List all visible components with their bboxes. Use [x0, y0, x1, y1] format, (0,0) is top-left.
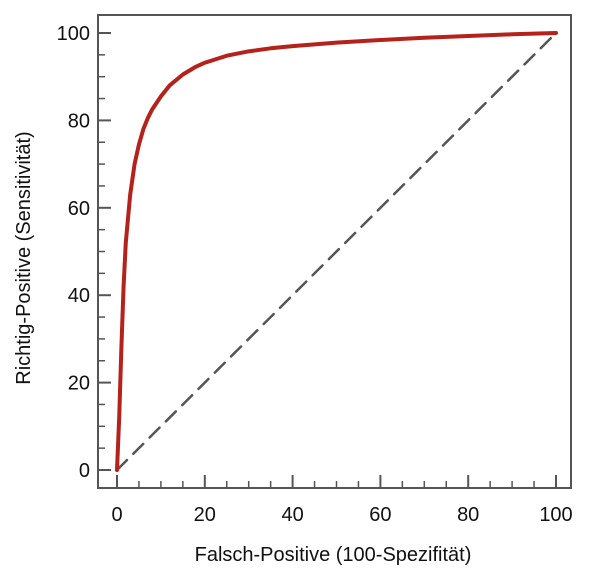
y-tick-label: 60: [68, 198, 90, 220]
x-tick-label: 60: [369, 504, 391, 526]
series-layer: [115, 31, 558, 472]
minor-ticks: [98, 54, 535, 488]
x-tick-label: 80: [457, 504, 479, 526]
y-axis-title: Richtig-Positive (Sensitivität): [13, 131, 35, 384]
x-tick-label: 100: [539, 504, 572, 526]
major-ticks: [98, 32, 557, 488]
x-axis-title: Falsch-Positive (100-Spezifität): [195, 544, 472, 566]
x-tick-label: 0: [111, 504, 122, 526]
y-tick-label: 100: [57, 23, 90, 45]
reference-diagonal-line: [115, 31, 558, 472]
y-tick-label: 0: [79, 460, 90, 482]
x-tick-label: 40: [281, 504, 303, 526]
tick-labels: 0 20 40 60 80 100 0 20 40 60 80 100: [57, 23, 573, 526]
y-tick-label: 80: [68, 110, 90, 132]
roc-curve-line: [115, 31, 558, 472]
y-tick-label: 40: [68, 285, 90, 307]
x-tick-label: 20: [194, 504, 216, 526]
y-tick-label: 20: [68, 373, 90, 395]
